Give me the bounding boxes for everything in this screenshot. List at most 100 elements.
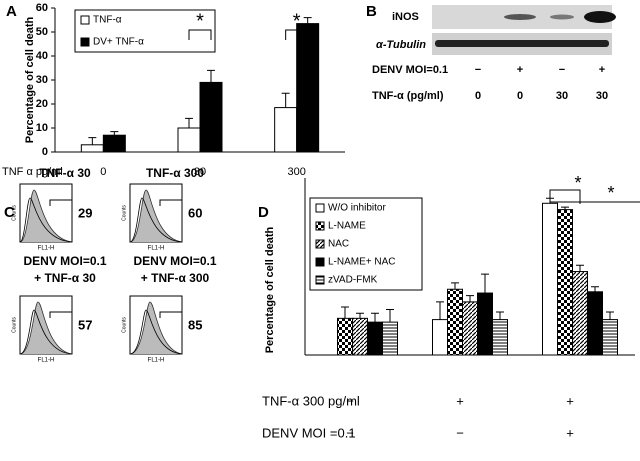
condition-mark: 0 xyxy=(475,90,481,102)
y-tick-label: 50 xyxy=(36,26,48,38)
error-bar xyxy=(356,312,364,319)
y-tick-label: 60 xyxy=(36,2,48,14)
y-axis-label: Percentage of cell death xyxy=(24,16,36,143)
axis-label: Counts xyxy=(11,317,17,333)
error-bar xyxy=(576,264,584,272)
error-bar xyxy=(185,117,193,128)
blot-band xyxy=(550,14,574,20)
error-bar xyxy=(606,311,614,320)
error-bar xyxy=(561,206,569,210)
blot-label: iNOS xyxy=(392,11,419,23)
legend-swatch xyxy=(315,203,325,213)
axis-label: Counts xyxy=(121,317,127,333)
error-bar xyxy=(591,286,599,292)
condition-label: DENV MOI=0.1 xyxy=(372,64,448,76)
condition-mark: − xyxy=(456,425,464,440)
flow-title: + TNF-α 30 xyxy=(34,271,96,285)
bar xyxy=(572,271,588,356)
axis-label: Counts xyxy=(11,205,17,221)
flow-histogram xyxy=(19,197,73,243)
condition-mark: 0 xyxy=(517,90,523,102)
legend-label: DV+ TNF-α xyxy=(93,37,144,48)
gate-marker xyxy=(159,311,182,318)
bar xyxy=(447,288,463,356)
flow-title: DENV MOI=0.1 xyxy=(133,254,216,268)
bar xyxy=(367,321,383,356)
gate-marker xyxy=(159,199,182,206)
blot-label: α-Tubulin xyxy=(376,39,426,51)
axis-label: FL1-H xyxy=(148,246,165,252)
flow-title: DENV MOI=0.1 xyxy=(23,254,106,268)
condition-mark: − xyxy=(475,64,481,76)
x-tick-label: 30 xyxy=(194,166,206,178)
bar xyxy=(587,291,603,356)
x-axis-label: TNF α pg/ml xyxy=(2,166,63,178)
flow-histogram xyxy=(19,309,73,355)
blot-band xyxy=(504,14,536,20)
bar xyxy=(296,23,320,153)
blot-band xyxy=(435,40,609,47)
legend-swatch xyxy=(80,15,90,25)
bar xyxy=(557,209,573,356)
flow-histogram xyxy=(19,301,73,355)
condition-mark: − xyxy=(346,393,354,408)
flow-histogram xyxy=(129,309,183,355)
bar xyxy=(462,301,478,356)
bar xyxy=(337,317,353,356)
bar xyxy=(542,202,558,356)
significance-bracket xyxy=(549,200,640,203)
error-bar xyxy=(303,17,312,24)
condition-mark: + xyxy=(599,64,605,76)
legend-label: L-NAME+ NAC xyxy=(328,257,396,268)
condition-mark: − xyxy=(559,64,565,76)
legend-label: NAC xyxy=(328,239,349,250)
legend-swatch xyxy=(315,239,325,249)
significance-bracket xyxy=(549,189,581,204)
y-tick-label: 40 xyxy=(36,50,48,62)
blot-band xyxy=(584,11,616,23)
condition-label: TNF-α 300 pg/ml xyxy=(262,393,360,408)
bar xyxy=(102,134,126,153)
gate-value: 60 xyxy=(188,205,202,220)
gate-marker xyxy=(49,311,72,318)
significance-mark: * xyxy=(607,183,614,203)
error-bar xyxy=(341,306,349,319)
flow-histogram xyxy=(19,189,73,243)
y-axis-label: Percentage of cell death xyxy=(264,226,276,353)
condition-label: DENV MOI =0.1 xyxy=(262,425,356,440)
error-bar xyxy=(466,295,474,302)
significance-mark: * xyxy=(574,173,581,193)
axis-label: Counts xyxy=(121,205,127,221)
error-bar xyxy=(496,311,504,320)
flow-histogram xyxy=(129,301,183,355)
condition-mark: + xyxy=(456,393,464,408)
flow-histogram xyxy=(129,189,183,243)
legend-label: W/O inhibitor xyxy=(328,203,386,214)
legend-swatch xyxy=(80,37,90,47)
flow-title: TNF-α 30 xyxy=(39,166,91,180)
bar xyxy=(492,319,508,356)
bar xyxy=(477,292,493,356)
condition-mark: 30 xyxy=(556,90,568,102)
legend-swatch xyxy=(315,221,325,231)
panel-label: C xyxy=(4,204,15,221)
significance-mark: * xyxy=(293,10,301,32)
bar xyxy=(352,317,368,356)
legend-swatch xyxy=(315,257,325,267)
axis-label: FL1-H xyxy=(38,358,55,364)
y-tick-label: 30 xyxy=(36,74,48,86)
panel-label: D xyxy=(258,204,269,221)
bar xyxy=(274,107,298,153)
bar xyxy=(602,319,618,356)
flow-histogram xyxy=(129,197,183,243)
panel-label: A xyxy=(6,3,17,20)
bar xyxy=(80,144,104,153)
legend-label: L-NAME xyxy=(328,221,366,232)
y-tick-label: 0 xyxy=(42,146,48,158)
y-tick-label: 20 xyxy=(36,98,48,110)
error-bar xyxy=(281,92,290,108)
y-tick-label: 10 xyxy=(36,122,48,134)
x-tick-label: 0 xyxy=(100,166,106,178)
condition-mark: + xyxy=(566,393,574,408)
legend-box xyxy=(309,197,423,291)
